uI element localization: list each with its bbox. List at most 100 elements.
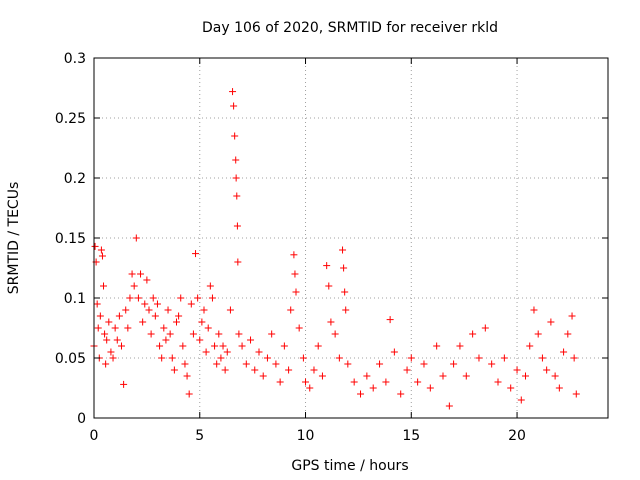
data-point <box>568 312 576 320</box>
data-point <box>306 384 314 392</box>
data-point <box>414 378 422 386</box>
data-point <box>342 306 350 314</box>
data-point <box>160 324 168 332</box>
data-point <box>217 354 225 362</box>
data-point <box>102 360 110 368</box>
data-point <box>522 372 530 380</box>
data-point <box>551 372 559 380</box>
data-point <box>117 342 125 350</box>
data-point <box>229 88 237 96</box>
data-point <box>153 300 161 308</box>
data-point <box>276 378 284 386</box>
data-point <box>397 390 405 398</box>
data-point <box>263 354 271 362</box>
data-point <box>137 270 145 278</box>
data-point <box>168 354 176 362</box>
data-point <box>547 318 555 326</box>
data-point <box>94 324 102 332</box>
data-point <box>122 306 130 314</box>
data-point <box>426 384 434 392</box>
data-point <box>147 330 155 338</box>
data-point <box>128 270 136 278</box>
data-point <box>255 348 263 356</box>
data-point <box>100 282 108 290</box>
data-point <box>526 342 534 350</box>
data-point <box>151 312 159 320</box>
data-point <box>323 262 331 270</box>
data-point <box>124 324 132 332</box>
data-point <box>363 372 371 380</box>
data-point <box>162 336 170 344</box>
data-point <box>469 330 477 338</box>
data-point <box>143 276 151 284</box>
data-point <box>97 246 105 254</box>
y-tick-label: 0.3 <box>64 51 86 67</box>
x-tick-label: 20 <box>508 428 526 444</box>
data-point <box>231 132 239 140</box>
data-point <box>555 384 563 392</box>
data-point <box>325 282 333 290</box>
data-point <box>341 288 349 296</box>
data-point <box>357 390 365 398</box>
data-point <box>226 306 234 314</box>
data-point <box>299 354 307 362</box>
data-point <box>291 270 299 278</box>
data-point <box>350 378 358 386</box>
data-point <box>91 242 99 250</box>
data-point <box>109 354 117 362</box>
data-point <box>335 354 343 362</box>
data-point <box>208 294 216 302</box>
y-tick-label: 0.25 <box>55 111 86 127</box>
data-point <box>376 360 384 368</box>
x-tick-label: 10 <box>297 428 315 444</box>
data-point <box>204 324 212 332</box>
y-tick-label: 0.1 <box>64 291 86 307</box>
data-point <box>475 354 483 362</box>
data-point <box>211 342 219 350</box>
data-point <box>382 378 390 386</box>
data-point <box>327 318 335 326</box>
data-point <box>280 342 288 350</box>
data-point <box>314 342 322 350</box>
data-points <box>90 88 580 410</box>
data-point <box>420 360 428 368</box>
axis-tick-labels: 0 5 10 15 20 0 0.05 0.1 0.15 0.2 0.25 0.3 <box>55 51 526 444</box>
data-point <box>156 342 164 350</box>
data-point <box>120 380 128 388</box>
data-point <box>530 306 538 314</box>
data-point <box>166 330 174 338</box>
data-point <box>232 156 240 164</box>
data-point <box>403 366 411 374</box>
data-point <box>235 330 243 338</box>
data-point <box>242 360 250 368</box>
data-point <box>407 354 415 362</box>
data-point <box>456 342 464 350</box>
data-point <box>340 264 348 272</box>
data-point <box>130 282 138 290</box>
data-point <box>488 360 496 368</box>
data-point <box>445 402 453 410</box>
data-point <box>187 300 195 308</box>
data-point <box>189 330 197 338</box>
data-point <box>232 174 240 182</box>
data-point <box>200 306 208 314</box>
data-point <box>233 192 241 200</box>
data-point <box>192 250 200 258</box>
data-point <box>206 282 214 290</box>
axis-ticks <box>93 57 608 419</box>
x-tick-label: 15 <box>402 428 420 444</box>
data-point <box>331 330 339 338</box>
data-point <box>202 348 210 356</box>
data-point <box>215 330 223 338</box>
data-point <box>134 294 142 302</box>
data-point <box>185 390 193 398</box>
data-point <box>290 251 298 259</box>
data-point <box>219 342 227 350</box>
data-point <box>96 312 104 320</box>
data-point <box>181 360 189 368</box>
data-point <box>247 336 255 344</box>
data-point <box>310 366 318 374</box>
data-point <box>462 372 470 380</box>
data-point <box>543 366 551 374</box>
